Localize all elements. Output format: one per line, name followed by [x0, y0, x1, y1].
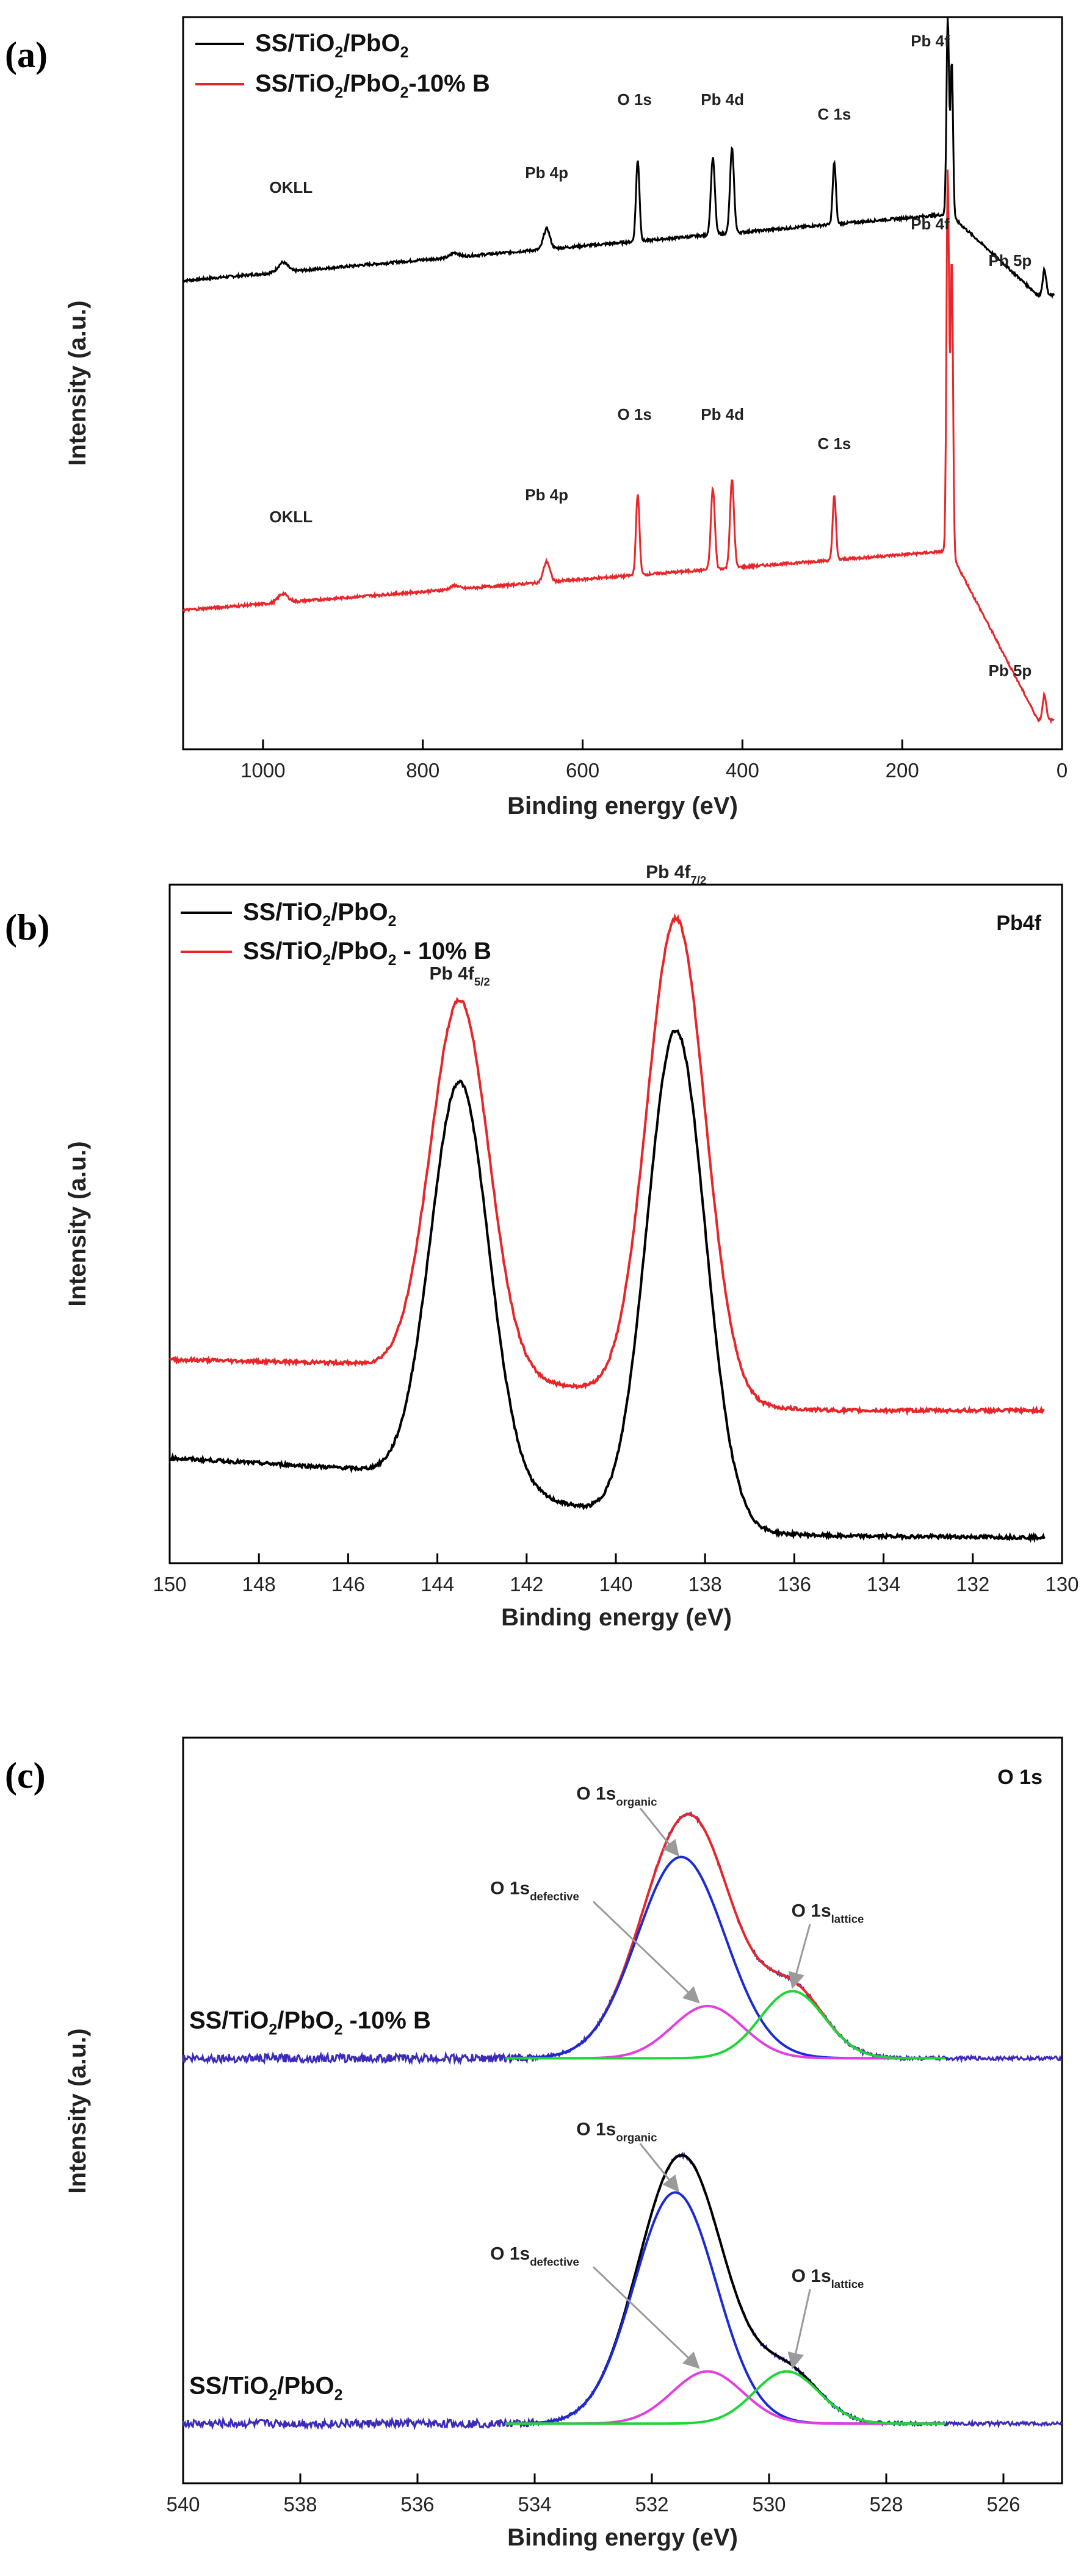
- panel-a-plot-frame: [182, 16, 1063, 750]
- panel-a-x-tick-label: 0: [1057, 759, 1068, 782]
- panel-a-legend-label: SS/TiO2/PbO2: [255, 30, 408, 61]
- panel-c-defective-arrow: [592, 2266, 700, 2369]
- panel-c-component-organic-line: [505, 2191, 945, 2425]
- panel-c-component-lattice-line: [505, 1990, 945, 2060]
- panel-a-x-tick-label: 600: [566, 759, 599, 782]
- panel-a-peak-label: O 1s: [617, 90, 651, 109]
- panel-c-x-tick-label: 532: [635, 2493, 668, 2516]
- panel-c-y-axis-title: Intensity (a.u.): [64, 2028, 91, 2193]
- panel-a-peak-label: OKLL: [269, 178, 313, 196]
- panel-b-x-axis-title: Binding energy (eV): [501, 1604, 732, 1631]
- panel-b-legend-label: SS/TiO2/PbO2 - 10% B: [243, 938, 491, 969]
- panel-c-x-tick-label: 540: [166, 2493, 200, 2516]
- panel-a-peak-label: Pb 4d: [701, 90, 744, 109]
- panel-a-x-tick-label: 200: [886, 759, 919, 782]
- panel-a-x-tick-label: 800: [406, 759, 439, 782]
- panel-a-series-0-line: [182, 17, 1055, 299]
- panel-a-peak-label: O 1s: [617, 405, 651, 423]
- panel-c-o1s-spectrum: (c) O 1s O 1sorganic O 1sdefective O 1slat…: [5, 1736, 1063, 2551]
- panel-c-component-organic-line: [505, 1855, 945, 2060]
- panel-b-x-tick-label: 130: [1045, 1573, 1079, 1596]
- panel-c-defective-label: O 1sdefective: [490, 2243, 579, 2268]
- panel-c-component-lattice-line: [505, 2370, 945, 2425]
- panel-a-peak-label: Pb 5p: [989, 251, 1032, 270]
- panel-b-x-tick-label: 150: [153, 1573, 186, 1596]
- panel-a-peak-label: C 1s: [817, 434, 851, 453]
- panel-b-x-tick-label: 144: [421, 1573, 454, 1596]
- panel-a-peak-label: Pb 4f: [911, 215, 950, 233]
- panel-b-x-tick-label: 136: [778, 1573, 811, 1596]
- panel-c-lattice-arrow: [787, 2289, 811, 2370]
- panel-b-x-tick-label: 132: [956, 1573, 989, 1596]
- panel-a-peak-label: Pb 4f: [911, 32, 950, 50]
- panel-b-x-tick-label: 148: [242, 1573, 276, 1596]
- panel-a-x-axis-title: Binding energy (eV): [507, 793, 738, 819]
- panel-b-peak-label: Pb 4f5/2: [430, 964, 490, 988]
- panel-a-peak-label: OKLL: [269, 508, 313, 526]
- panel-a-peak-label: Pb 4p: [525, 486, 568, 504]
- panel-a-peak-label: C 1s: [817, 105, 851, 123]
- panel-c-lattice-label: O 1slattice: [792, 1901, 864, 1925]
- panel-c-series-label: SS/TiO2/PbO2 -10% B: [189, 2007, 431, 2038]
- panel-c-envelope-line: [505, 2154, 945, 2425]
- panel-c-x-tick-label: 536: [400, 2493, 434, 2516]
- panel-a-legend-label: SS/TiO2/PbO2-10% B: [255, 70, 490, 101]
- panel-b-x-tick-label: 138: [688, 1573, 722, 1596]
- panel-c-organic-label: O 1sorganic: [576, 2119, 657, 2143]
- panel-a-x-tick-label: 400: [726, 759, 759, 782]
- panel-c-x-tick-label: 534: [518, 2493, 551, 2516]
- panel-b-x-tick-label: 146: [331, 1573, 365, 1596]
- panel-b-peak-labels: Pb 4f5/2 Pb 4f7/2: [430, 862, 707, 988]
- panel-a-peak-label: Pb 5p: [989, 661, 1032, 680]
- panel-a-curves: [182, 17, 1055, 725]
- panel-a-peak-label: Pb 4d: [701, 405, 744, 423]
- panel-c-x-ticks: 540 538 536 534 532 530 528 526: [166, 2473, 1021, 2516]
- panel-a-letter: (a): [5, 35, 48, 75]
- panel-c-x-tick-label: 526: [986, 2493, 1020, 2516]
- panel-c-organic-arrow: [639, 1807, 679, 1857]
- panel-c-x-axis-title: Binding energy (eV): [507, 2524, 738, 2551]
- panel-a-peak-labels: OKLL Pb 4p O 1s Pb 4d C 1s Pb 4f Pb 5p OKLL Pb 4…: [269, 32, 1032, 680]
- panel-b-x-tick-label: 134: [867, 1573, 900, 1596]
- panel-c-letter: (c): [5, 1755, 46, 1796]
- panel-b-pb4f-spectrum: (b) Pb4f Pb 4f5/2Pb 4f7/2 SS/TiO2/PbO2SS…: [5, 862, 1079, 1631]
- panel-b-x-ticks: 150 148 146 144 142 140 138 136 134 132 130: [153, 1553, 1079, 1596]
- panel-c-component-labels: O 1sorganic O 1sdefective O 1slattice SS/Ti…: [189, 1783, 864, 2403]
- panel-b-series-0-line: [168, 1029, 1046, 1543]
- panel-c-organic-arrow: [639, 2143, 679, 2193]
- panel-b-peak-label: Pb 4f7/2: [646, 862, 706, 887]
- panel-a-x-tick-label: 1000: [240, 759, 285, 782]
- panel-b-y-axis-title: Intensity (a.u.): [64, 1141, 91, 1306]
- panel-c-plot-frame: [182, 1736, 1063, 2484]
- panel-c-title: O 1s: [997, 1766, 1042, 1789]
- panel-c-lattice-label: O 1slattice: [792, 2266, 864, 2290]
- panel-c-curves: [182, 1810, 1063, 2431]
- panel-a-x-ticks: 1000 800 600 400 200 0: [240, 739, 1068, 782]
- panel-c-lattice-arrow: [788, 1923, 811, 1989]
- panel-b-x-tick-label: 140: [599, 1573, 632, 1596]
- panel-a-legend: SS/TiO2/PbO2 SS/TiO2/PbO2-10% B: [195, 30, 490, 101]
- panel-c-defective-arrow: [592, 1901, 700, 2004]
- panel-b-x-tick-label: 142: [510, 1573, 543, 1596]
- panel-a-peak-label: Pb 4p: [525, 164, 568, 182]
- panel-c-x-tick-label: 538: [283, 2493, 317, 2516]
- panel-c-x-tick-label: 530: [752, 2493, 786, 2516]
- panel-a-y-axis-title: Intensity (a.u.): [64, 300, 91, 466]
- panel-c-defective-label: O 1sdefective: [490, 1879, 579, 1903]
- panel-a-series-1-line: [182, 169, 1055, 725]
- panel-b-legend: SS/TiO2/PbO2 SS/TiO2/PbO2 - 10% B: [181, 899, 491, 969]
- panel-c-x-tick-label: 528: [869, 2493, 903, 2516]
- panel-b-curves: [168, 913, 1046, 1543]
- panel-b-title: Pb4f: [996, 912, 1041, 935]
- panel-c-series-label: SS/TiO2/PbO2: [189, 2372, 342, 2403]
- panel-b-legend-label: SS/TiO2/PbO2: [243, 899, 396, 930]
- panel-c-organic-label: O 1sorganic: [576, 1783, 657, 1808]
- panel-b-series-1-line: [168, 913, 1045, 1416]
- panel-b-letter: (b): [5, 907, 49, 948]
